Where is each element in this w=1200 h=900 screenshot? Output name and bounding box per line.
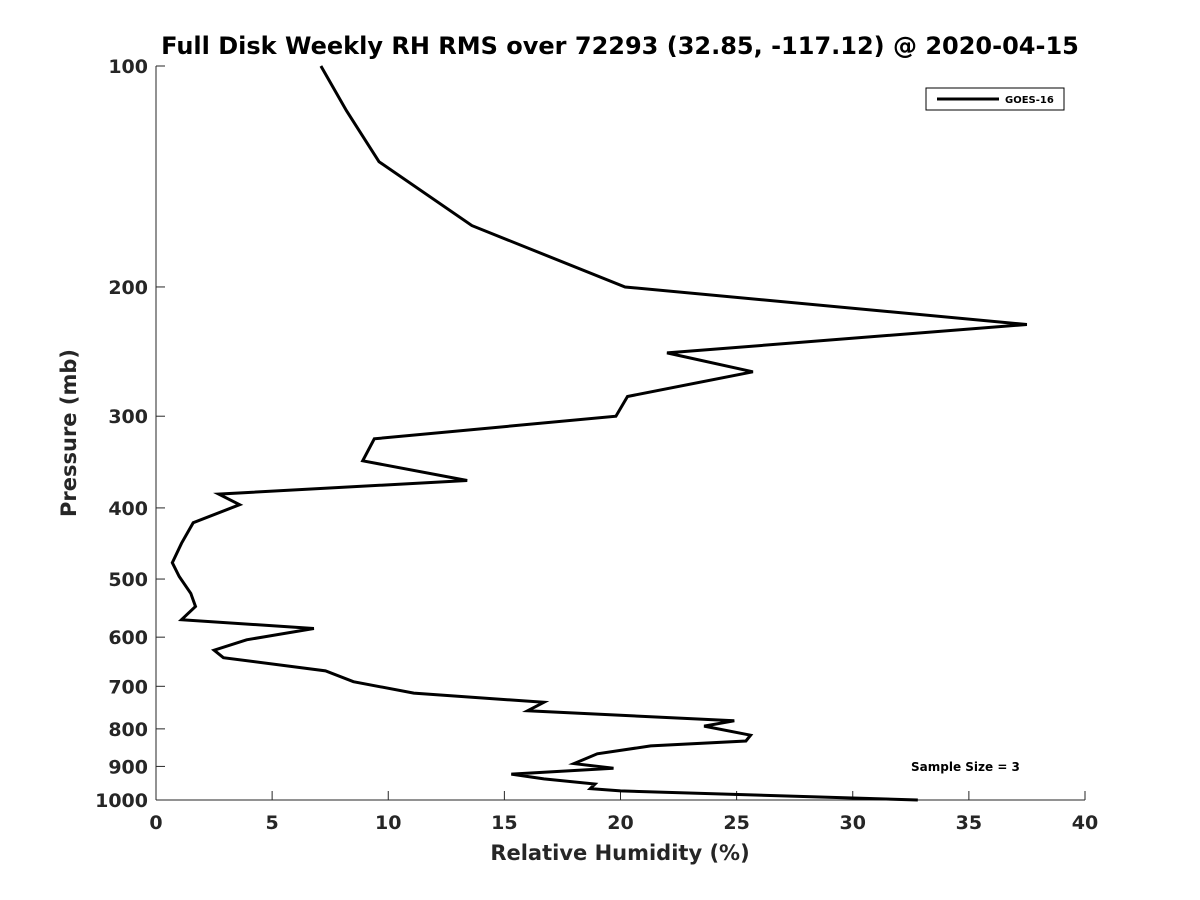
x-tick-label: 25 xyxy=(723,812,749,834)
series-layer xyxy=(170,65,1028,802)
chart-title: Full Disk Weekly RH RMS over 72293 (32.8… xyxy=(161,32,1079,60)
y-tick-label: 400 xyxy=(108,498,148,520)
y-axis-label: Pressure (mb) xyxy=(57,349,81,517)
axes xyxy=(155,66,1085,801)
series-line-goes-16 xyxy=(170,65,1028,802)
x-axis-ticks: 0 5 10 15 20 25 30 35 40 xyxy=(149,791,1098,834)
y-tick-label: 300 xyxy=(108,406,148,428)
y-tick-label: 600 xyxy=(108,627,148,649)
x-tick-label: 30 xyxy=(840,812,866,834)
x-axis-label: Relative Humidity (%) xyxy=(490,841,749,865)
legend: GOES-16 xyxy=(925,87,1065,111)
x-tick-label: 5 xyxy=(266,812,279,834)
y-tick-label: 200 xyxy=(108,277,148,299)
y-tick-label: 800 xyxy=(108,719,148,741)
x-tick-label: 0 xyxy=(149,812,162,834)
y-tick-label: 900 xyxy=(108,756,148,778)
x-tick-label: 15 xyxy=(491,812,517,834)
x-tick-label: 10 xyxy=(375,812,401,834)
y-axis-ticks: 100 200 300 400 500 600 700 800 900 1000 xyxy=(95,56,165,812)
y-tick-label: 1000 xyxy=(95,790,148,812)
y-tick-label: 700 xyxy=(108,676,148,698)
y-tick-label: 500 xyxy=(108,569,148,591)
legend-entry: GOES-16 xyxy=(1005,95,1054,106)
sample-size-annotation: Sample Size = 3 xyxy=(911,760,1020,774)
y-tick-label: 100 xyxy=(108,56,148,78)
x-tick-label: 40 xyxy=(1072,812,1098,834)
x-tick-label: 35 xyxy=(956,812,982,834)
x-tick-label: 20 xyxy=(607,812,633,834)
